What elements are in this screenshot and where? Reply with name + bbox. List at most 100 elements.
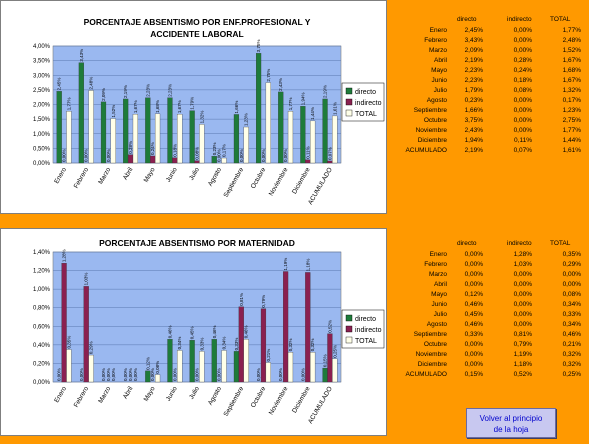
- table-header-total: TOTAL: [550, 240, 571, 247]
- table-header-row: directo indirecto TOTAL: [385, 240, 585, 250]
- x-tick-label: ACUMULADO: [307, 386, 334, 425]
- y-tick-label: 2,00%: [33, 103, 51, 109]
- chart-title: PORCENTAJE ABSENTISMO POR ENF.PROFESIONA…: [84, 17, 311, 27]
- table-cell-directo: 1,66%: [464, 107, 483, 114]
- x-tick-label: Diciembre: [291, 385, 312, 414]
- table-cell-month: Abril: [433, 281, 447, 288]
- table-cell-directo: 0,00%: [464, 271, 483, 278]
- table-cell-total: 1,61%: [562, 147, 581, 154]
- back-to-top-button[interactable]: Volver al principio de la hoja: [466, 408, 556, 438]
- table-cell-directo: 2,23%: [464, 77, 483, 84]
- x-tick-label: Octubre: [250, 385, 268, 409]
- data-label: 0,34%: [177, 337, 182, 350]
- y-tick-label: 3,00%: [33, 73, 51, 79]
- table-cell-month: Marzo: [428, 271, 447, 278]
- bar-total-acumulado: [332, 115, 338, 164]
- table-cell-total: 2,75%: [562, 117, 581, 124]
- table-cell-total: 0,29%: [562, 261, 581, 268]
- table-header-indirecto: indirecto: [507, 16, 532, 23]
- legend-label-directo: directo: [355, 316, 376, 323]
- bar-total-febrero: [88, 354, 94, 383]
- y-tick-label: 1,00%: [33, 132, 51, 138]
- data-label: 0,00%: [57, 368, 62, 381]
- data-label: 0,21%: [266, 349, 271, 362]
- table-row: Octubre 0,00% 0,79% 0,21%: [385, 341, 585, 351]
- bar-directo-julio: [189, 340, 195, 383]
- table-cell-total: 1,77%: [562, 127, 581, 134]
- bar-directo-enero: [56, 91, 62, 164]
- data-label: 1,77%: [288, 97, 293, 110]
- x-tick-label: Julio: [188, 385, 201, 400]
- data-label: 0,00%: [79, 368, 84, 381]
- x-tick-label: ACUMULADO: [307, 167, 334, 206]
- bar-total-febrero: [88, 90, 94, 164]
- data-label: 0,35%: [66, 336, 71, 349]
- data-label: 0,00%: [101, 368, 106, 381]
- data-label: 0,00%: [261, 149, 266, 162]
- bar-total-octubre: [265, 82, 271, 164]
- chart-maternidad: PORCENTAJE ABSENTISMO POR MATERNIDAD 0,00…: [0, 228, 387, 436]
- table-header-directo: directo: [457, 240, 477, 247]
- x-tick-label: Febrero: [73, 385, 91, 409]
- data-label: 1,67%: [177, 100, 182, 113]
- data-label: 0,00%: [172, 368, 177, 381]
- data-label: 1,94%: [300, 92, 305, 105]
- table-cell-indirecto: 0,81%: [513, 331, 532, 338]
- table-row: ACUMULADO 0,15% 0,52% 0,25%: [385, 371, 585, 381]
- legend-swatch-indirecto: [345, 325, 353, 333]
- table-row: Junio 0,46% 0,00% 0,34%: [385, 301, 585, 311]
- data-label: 0,29%: [89, 341, 94, 354]
- table-cell-total: 1,23%: [562, 107, 581, 114]
- table-row: Diciembre 0,00% 1,18% 0,32%: [385, 361, 585, 371]
- data-label: 0,00%: [106, 368, 111, 381]
- bar-total-abril: [132, 114, 138, 164]
- x-tick-label: Enero: [53, 166, 68, 185]
- table-cell-directo: 0,46%: [464, 301, 483, 308]
- table-cell-month: Diciembre: [417, 361, 447, 368]
- bar-total-junio: [177, 114, 183, 164]
- table-row: Enero 2,45% 0,00% 1,77%: [385, 27, 585, 37]
- bar-total-julio: [199, 124, 205, 164]
- data-label: 0,33%: [199, 338, 204, 351]
- bar-directo-acumulado: [322, 367, 328, 383]
- x-tick-label: Junio: [165, 385, 179, 402]
- data-label: 0,00%: [150, 368, 155, 381]
- x-tick-label: Mayo: [143, 385, 157, 403]
- table-cell-indirecto: 1,28%: [513, 251, 532, 258]
- bar-directo-mayo: [145, 370, 151, 383]
- legend-label-total: TOTAL: [355, 338, 377, 345]
- data-label: 0,08%: [155, 361, 160, 374]
- table-cell-directo: 0,15%: [464, 371, 483, 378]
- bar-total-septiembre: [243, 126, 249, 164]
- x-tick-label: Agosto: [207, 166, 223, 187]
- legend-swatch-indirecto: [345, 98, 353, 106]
- bar-indirecto-noviembre: [283, 271, 289, 383]
- bar-directo-agosto: [211, 339, 217, 383]
- data-label: 1,44%: [310, 107, 315, 120]
- x-tick-label: Junio: [165, 166, 179, 183]
- data-label: 0,11%: [305, 146, 310, 158]
- chart-svg-maternidad: PORCENTAJE ABSENTISMO POR MATERNIDAD 0,00…: [33, 238, 385, 425]
- x-tick-label: Diciembre: [291, 166, 312, 195]
- table-cell-indirecto: 0,00%: [513, 281, 532, 288]
- table-cell-indirecto: 0,52%: [513, 371, 532, 378]
- table-cell-month: Junio: [431, 301, 447, 308]
- table-cell-total: 0,21%: [562, 341, 581, 348]
- table-cell-directo: 2,23%: [464, 67, 483, 74]
- y-tick-label: 0,00%: [33, 161, 51, 167]
- data-label: 0,52%: [327, 320, 332, 333]
- y-tick-label: 1,50%: [33, 117, 51, 123]
- bar-total-marzo: [110, 118, 116, 164]
- bar-directo-septiembre: [233, 114, 240, 164]
- table-cell-total: 0,08%: [562, 291, 581, 298]
- y-tick-label: 0,20%: [33, 361, 51, 367]
- table-cell-month: Febrero: [424, 261, 447, 268]
- data-label: 0,23%: [212, 143, 217, 156]
- table-cell-indirecto: 0,00%: [513, 97, 532, 104]
- data-label: 0,24%: [150, 142, 155, 155]
- table-cell-month: Enero: [429, 251, 447, 258]
- table-row: Abril 0,00% 0,00% 0,00%: [385, 281, 585, 291]
- table-cell-month: Julio: [433, 311, 447, 318]
- table-cell-total: 1,44%: [562, 137, 581, 144]
- x-tick-label: Febrero: [73, 166, 91, 190]
